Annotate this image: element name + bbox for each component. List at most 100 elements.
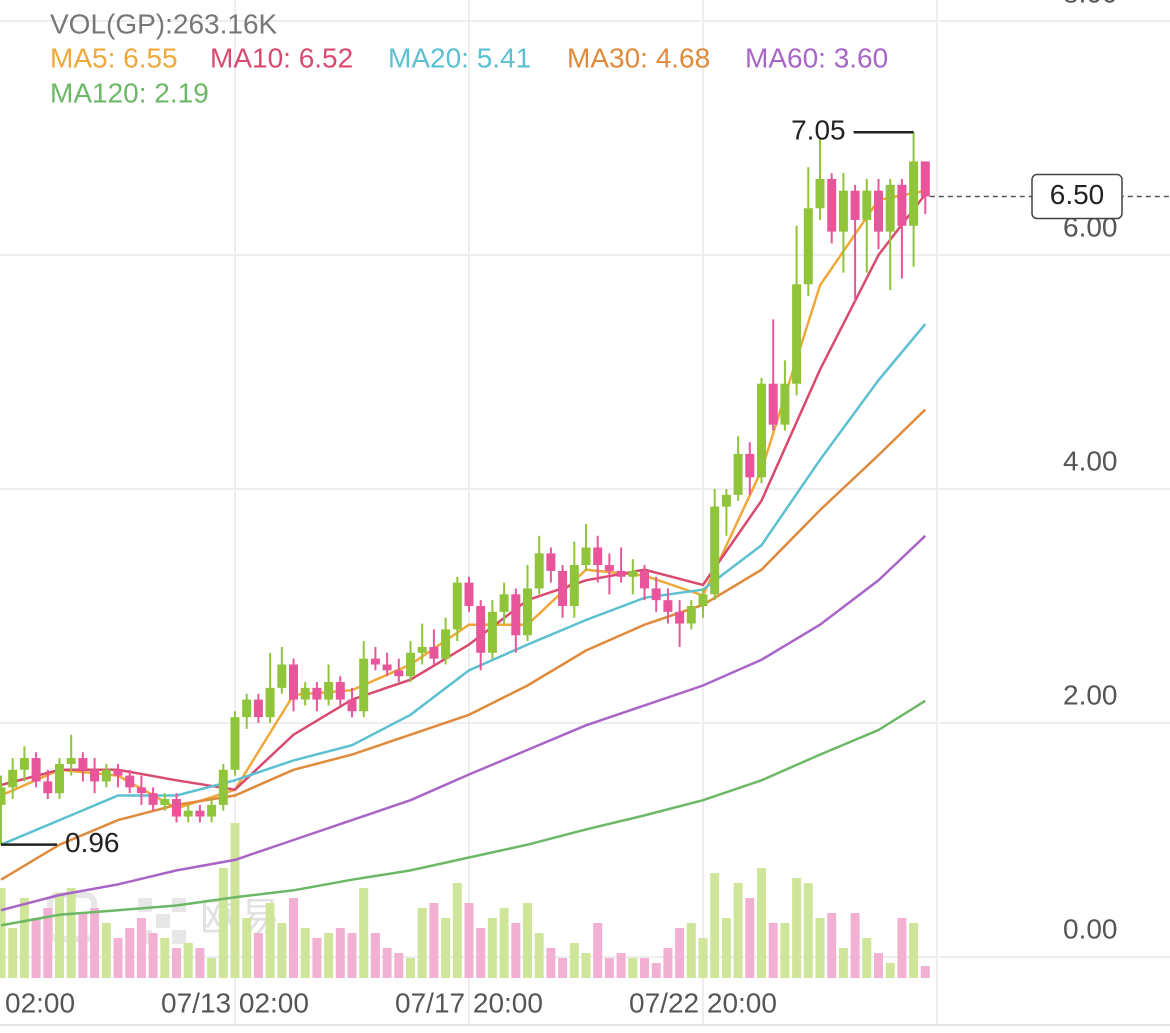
volume-layer <box>0 823 930 978</box>
candle-body <box>417 646 427 653</box>
volume-bar <box>745 898 755 978</box>
candle-body <box>265 687 275 718</box>
candle-body <box>78 758 88 770</box>
candle-body <box>406 652 415 677</box>
volume-label: VOL(GP):263.16K <box>50 8 278 39</box>
y-tick-label: 8.00 <box>1063 0 1118 8</box>
candle-body <box>534 553 544 589</box>
x-tick-label: 07/17 20:00 <box>395 987 543 1018</box>
volume-bar <box>874 953 883 978</box>
volume-bar <box>230 823 240 978</box>
candle-body <box>511 594 521 636</box>
volume-bar <box>172 948 181 978</box>
volume-bar <box>628 958 638 978</box>
volume-bar <box>733 883 743 978</box>
candle-body <box>675 611 685 624</box>
candle-body <box>394 670 404 677</box>
candle-body <box>487 611 497 653</box>
candle-body <box>628 570 638 577</box>
candle-layer <box>0 132 930 845</box>
candle-body <box>277 664 287 688</box>
legend-entry: MA120: 2.19 <box>50 77 209 108</box>
volume-bar <box>768 923 778 978</box>
candle-body <box>253 699 263 718</box>
volume-bar <box>710 873 720 978</box>
current-price-label: 6.50 <box>1050 179 1105 210</box>
legend-entry: MA10: 6.52 <box>210 42 353 73</box>
volume-bar <box>55 893 64 978</box>
volume-bar <box>651 963 661 978</box>
candle-body <box>218 769 228 805</box>
candle-body <box>382 664 392 671</box>
candle-body <box>242 699 252 718</box>
legend-entry: MA5: 6.55 <box>50 42 178 73</box>
candle-body <box>148 793 158 805</box>
volume-bar <box>476 928 486 978</box>
y-tick-label: 4.00 <box>1063 445 1118 476</box>
candle-body <box>827 178 837 232</box>
y-tick-label: 2.00 <box>1063 679 1118 710</box>
candle-body <box>616 570 626 577</box>
candle-body <box>604 565 614 571</box>
volume-bar <box>827 913 837 978</box>
volume-bar <box>324 933 334 978</box>
volume-bar <box>242 918 252 978</box>
legend-entry: MA30: 4.68 <box>567 42 710 73</box>
volume-bar <box>909 923 919 978</box>
volume-bar <box>663 948 673 978</box>
candle-body <box>0 787 6 805</box>
volume-bar <box>160 938 170 978</box>
volume-bar <box>499 908 509 978</box>
volume-bar <box>803 883 813 978</box>
candle-body <box>335 682 345 700</box>
ma-layer <box>0 189 927 927</box>
candle-body <box>31 758 41 782</box>
volume-bar <box>593 923 603 978</box>
volume-bar <box>370 933 380 978</box>
x-tick-label: 07/22 20:00 <box>629 987 777 1018</box>
volume-bar <box>0 888 6 978</box>
candle-body <box>850 190 860 220</box>
volume-bar <box>523 903 532 978</box>
low-marker-label: 0.96 <box>65 827 120 858</box>
candle-body <box>663 600 673 612</box>
high-marker-label: 7.05 <box>791 115 846 146</box>
candle-body <box>874 190 883 232</box>
volume-bar <box>452 883 462 978</box>
logo-block <box>138 898 152 912</box>
volume-bar <box>558 958 568 978</box>
volume-bar <box>19 898 29 978</box>
candle-body <box>499 594 509 612</box>
candle-body <box>780 383 790 425</box>
volume-bar <box>616 953 626 978</box>
volume-bar <box>534 933 544 978</box>
candle-body <box>476 605 486 653</box>
candle-body <box>792 284 802 384</box>
candle-body <box>686 605 696 624</box>
volume-bar <box>780 923 790 978</box>
volume-bar <box>698 938 708 978</box>
volume-bar <box>920 966 930 978</box>
volume-bar <box>569 943 579 978</box>
volume-bar <box>429 903 439 978</box>
volume-bar <box>815 918 825 978</box>
candle-body <box>101 769 111 782</box>
volume-bar <box>148 933 158 978</box>
volume-bar <box>218 868 228 978</box>
candle-body <box>920 161 930 197</box>
volume-bar <box>487 918 497 978</box>
candle-body <box>347 699 357 712</box>
volume-bar <box>686 923 696 978</box>
volume-bar <box>675 928 685 978</box>
volume-bar <box>78 913 88 978</box>
volume-bar <box>792 878 802 978</box>
candle-body <box>113 769 123 776</box>
volume-bar <box>31 918 41 978</box>
candle-body <box>558 570 568 606</box>
candle-body <box>862 190 872 220</box>
candle-body <box>838 190 848 232</box>
volume-bar <box>335 928 345 978</box>
volume-bar <box>8 928 18 978</box>
volume-bar <box>394 953 404 978</box>
volume-bar <box>136 918 146 978</box>
